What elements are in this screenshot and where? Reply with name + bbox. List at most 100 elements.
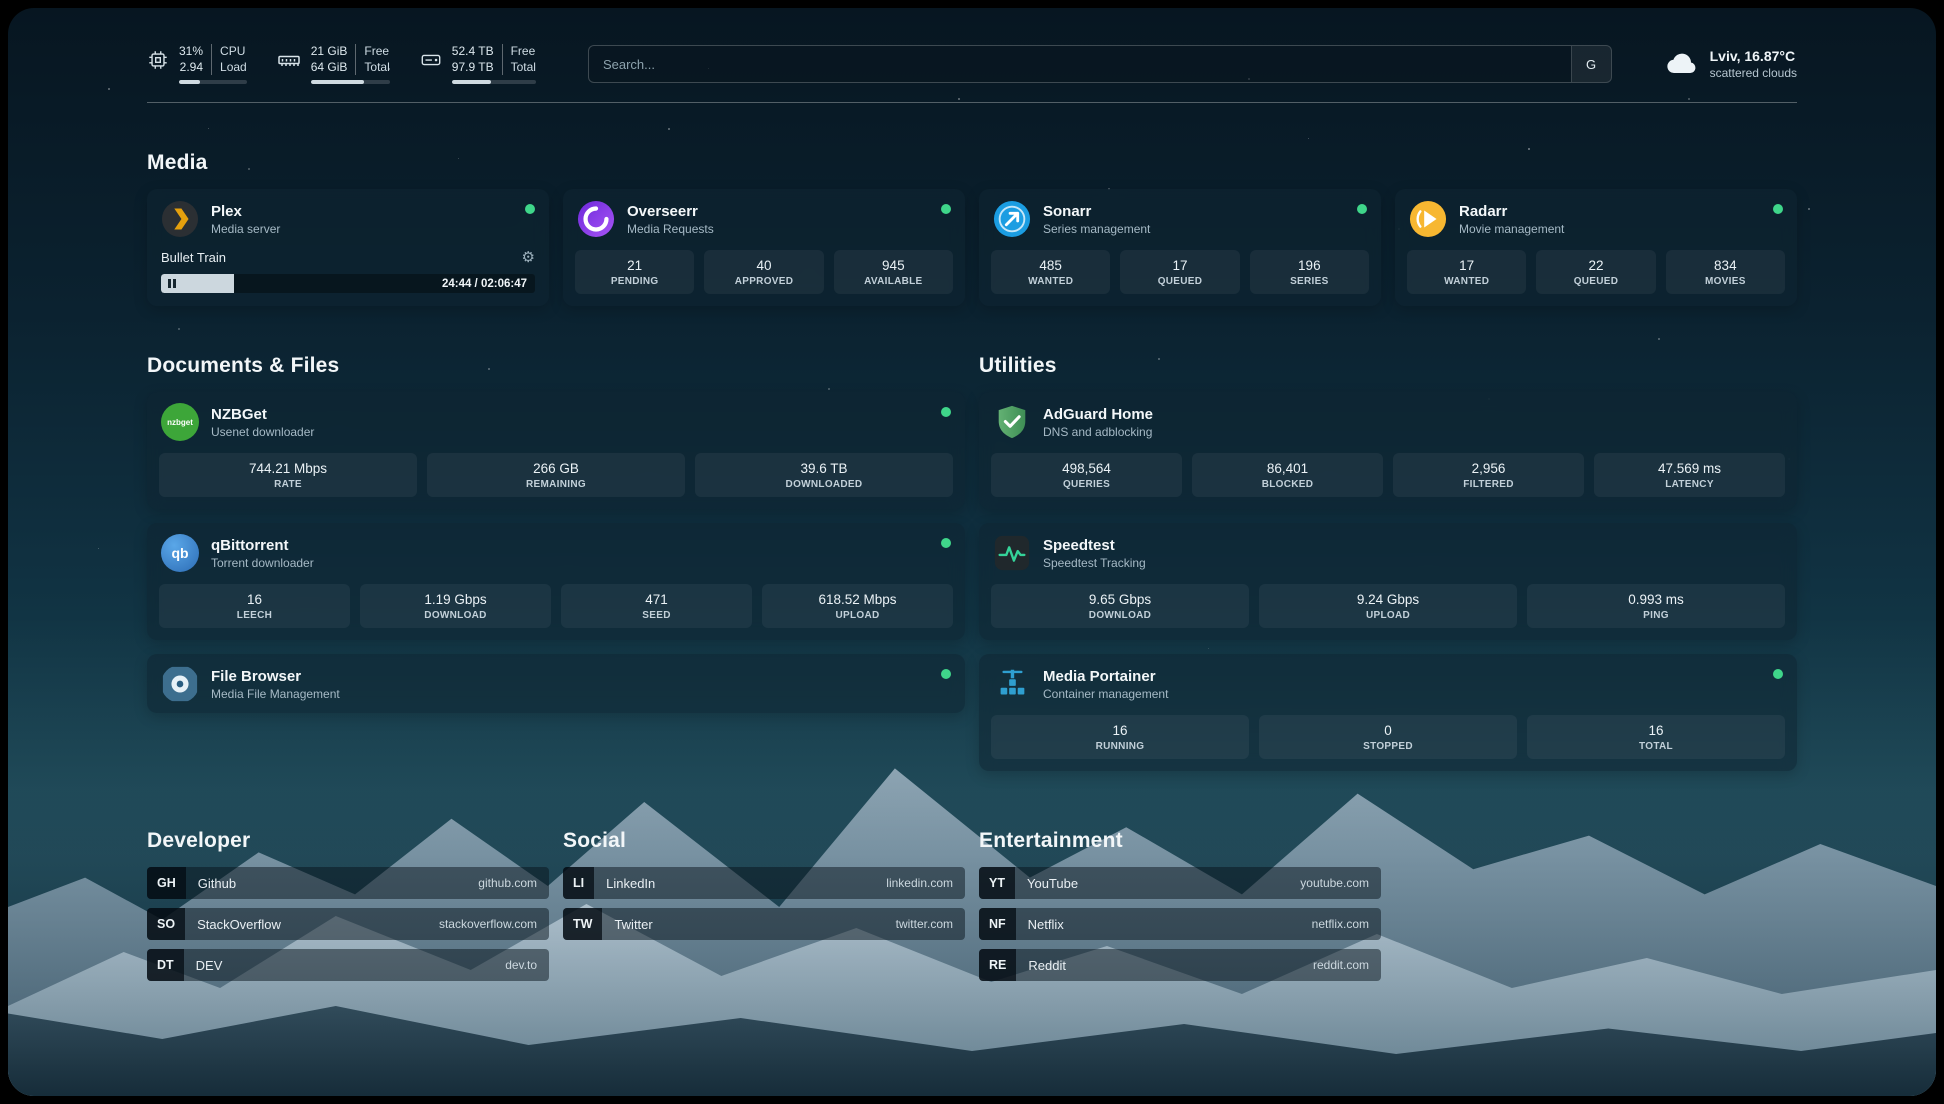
- cloud-icon: [1666, 53, 1696, 74]
- bookmark-url: reddit.com: [1312, 958, 1369, 973]
- cpu-icon: [149, 51, 167, 69]
- stat-approved: 40 APPROVED: [704, 250, 824, 295]
- bookmark-url: github.com: [478, 876, 537, 891]
- qbittorrent-card[interactable]: qb qBittorrent Torrent downloader 16 LEEC…: [147, 523, 965, 641]
- memory-free: 21 GiB: [310, 44, 348, 58]
- app-subtitle: Usenet downloader: [211, 424, 315, 439]
- overseerr-card[interactable]: Overseerr Media Requests 21 PENDING 40 APP…: [563, 189, 965, 307]
- bookmark-url: dev.to: [505, 958, 537, 973]
- stat-wanted: 485 WANTED: [991, 250, 1111, 295]
- bookmark-name: YouTube: [1026, 875, 1079, 891]
- stars-layer: [8, 8, 9, 9]
- stat-seed: 471 SEED: [561, 584, 752, 629]
- utilities-column: Utilities AdGuard Home DNS and adblockin…: [979, 306, 1797, 785]
- stat-upload: 9.24 Gbps UPLOAD: [1259, 584, 1517, 629]
- status-dot: [525, 204, 535, 215]
- playback-progress-fill: [161, 274, 234, 294]
- stat-rate: 744.21 Mbps RATE: [159, 453, 417, 498]
- stat-leech: 16 LEECH: [159, 584, 350, 629]
- bookmark-netflix[interactable]: NF Netflix netflix.com: [979, 908, 1381, 941]
- app-name: qBittorrent: [211, 536, 289, 554]
- cpu-load: 2.94: [179, 59, 204, 74]
- app-name: Sonarr: [1043, 202, 1092, 220]
- bookmark-twitter[interactable]: TW Twitter twitter.com: [563, 908, 965, 941]
- nzbget-card[interactable]: nzbget NZBGet Usenet downloader 744.21 M…: [147, 392, 965, 510]
- media-grid: Plex Media server Bullet Train ⚙ 24:44 /…: [147, 189, 1797, 307]
- cpu-load-label: Load: [220, 59, 247, 74]
- filebrowser-icon: [162, 667, 198, 702]
- playback-time: 24:44 / 02:06:47: [441, 277, 527, 290]
- bookmark-reddit[interactable]: RE Reddit reddit.com: [979, 949, 1381, 982]
- section-title-media: Media: [147, 151, 208, 175]
- bookmark-group-entertainment: Entertainment YT YouTube youtube.com NF …: [979, 829, 1381, 990]
- bookmark-youtube[interactable]: YT YouTube youtube.com: [979, 867, 1381, 900]
- plex-now-playing: Bullet Train ⚙ 24:44 / 02:06:47: [147, 248, 549, 305]
- bookmark-stackoverflow[interactable]: SO StackOverflow stackoverflow.com: [147, 908, 549, 941]
- bookmark-linkedin[interactable]: LI LinkedIn linkedin.com: [563, 867, 965, 900]
- search-engine-button[interactable]: G: [1570, 46, 1611, 83]
- stat-queries: 498,564 QUERIES: [991, 453, 1182, 498]
- stat-ping: 0.993 ms PING: [1527, 584, 1785, 629]
- sonarr-card[interactable]: Sonarr Series management 485 WANTED 17 QUE…: [979, 189, 1381, 307]
- top-bar: 31% 2.94 CPU Load 21 GiB 64 GiB Free Total: [147, 44, 1797, 85]
- stat-wanted: 17 WANTED: [1407, 250, 1527, 295]
- app-name: Overseerr: [627, 202, 698, 220]
- cpu-percent: 31%: [179, 44, 204, 58]
- dashboard-screen: 31% 2.94 CPU Load 21 GiB 64 GiB Free Total: [8, 8, 1936, 1096]
- stat-running: 16 RUNNING: [991, 715, 1249, 760]
- disk-free-label: Free: [510, 44, 536, 58]
- app-subtitle: DNS and adblocking: [1043, 424, 1153, 439]
- section-title-utilities: Utilities: [979, 354, 1057, 378]
- adguard-card[interactable]: AdGuard Home DNS and adblocking 498,564 Q…: [979, 392, 1797, 510]
- pause-icon[interactable]: [168, 279, 176, 289]
- speedtest-card[interactable]: Speedtest Speedtest Tracking 9.65 Gbps DO…: [979, 523, 1797, 641]
- section-title-entertainment: Entertainment: [979, 829, 1123, 853]
- playback-progress-bar[interactable]: 24:44 / 02:06:47: [161, 274, 535, 294]
- disk-total: 97.9 TB: [451, 59, 494, 74]
- portainer-card[interactable]: Media Portainer Container management 16 R…: [979, 654, 1797, 772]
- bookmark-abbr: SO: [147, 908, 186, 941]
- plex-card[interactable]: Plex Media server Bullet Train ⚙ 24:44 /…: [147, 189, 549, 307]
- memory-progress-bar: [310, 80, 390, 85]
- plex-icon: [161, 201, 199, 238]
- stat-remaining: 266 GB REMAINING: [427, 453, 685, 498]
- app-subtitle: Series management: [1043, 221, 1151, 236]
- search-input[interactable]: [588, 46, 1571, 83]
- app-subtitle: Movie management: [1459, 221, 1565, 236]
- stat-available: 945 AVAILABLE: [833, 250, 953, 295]
- app-name: Radarr: [1459, 202, 1508, 220]
- bookmark-name: Netflix: [1027, 916, 1064, 932]
- cpu-monitor: 31% 2.94 CPU Load: [147, 44, 247, 85]
- disk-free: 52.4 TB: [451, 44, 494, 58]
- radarr-card[interactable]: Radarr Movie management 17 WANTED 22 QUEUE…: [1395, 189, 1797, 307]
- app-subtitle: Media server: [211, 221, 281, 236]
- weather-widget: Lviv, 16.87°C scattered clouds: [1664, 46, 1797, 82]
- status-dot: [1773, 204, 1783, 215]
- documents-column: Documents & Files nzbget NZBGet Usenet d…: [147, 306, 965, 727]
- filebrowser-card[interactable]: File Browser Media File Management: [147, 654, 965, 714]
- bookmark-abbr: GH: [147, 867, 186, 900]
- nzbget-icon: nzbget: [161, 403, 199, 442]
- app-subtitle: Container management: [1043, 686, 1169, 701]
- stat-filtered: 2,956 FILTERED: [1393, 453, 1584, 498]
- settings-gear-icon[interactable]: ⚙: [521, 249, 535, 267]
- bookmark-name: Github: [197, 875, 237, 891]
- bookmark-github[interactable]: GH Github github.com: [147, 867, 549, 900]
- search-bar: G: [587, 45, 1612, 84]
- bookmark-name: Reddit: [1028, 957, 1066, 973]
- weather-condition: scattered clouds: [1709, 66, 1797, 81]
- stat-blocked: 86,401 BLOCKED: [1192, 453, 1383, 498]
- bookmark-url: stackoverflow.com: [438, 917, 537, 932]
- header-divider: [147, 102, 1797, 104]
- stat-upload: 618.52 Mbps UPLOAD: [762, 584, 953, 629]
- app-subtitle: Torrent downloader: [211, 555, 314, 570]
- section-title-documents: Documents & Files: [147, 354, 340, 378]
- app-subtitle: Media Requests: [627, 221, 714, 236]
- bookmark-abbr: TW: [563, 908, 603, 941]
- section-title-developer: Developer: [147, 829, 251, 853]
- section-title-social: Social: [563, 829, 627, 853]
- bookmark-url: youtube.com: [1300, 876, 1369, 891]
- bookmark-dev[interactable]: DT DEV dev.to: [147, 949, 549, 982]
- bookmark-abbr: YT: [979, 867, 1015, 900]
- stat-queued: 22 QUEUED: [1536, 250, 1656, 295]
